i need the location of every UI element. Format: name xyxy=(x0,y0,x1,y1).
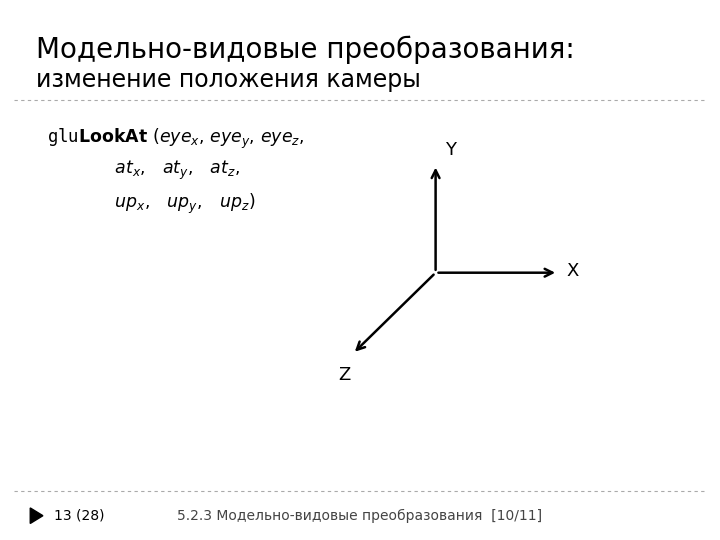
Text: Z: Z xyxy=(338,366,351,383)
Text: Модельно-видовые преобразования:: Модельно-видовые преобразования: xyxy=(36,35,575,64)
Text: изменение положения камеры: изменение положения камеры xyxy=(36,68,421,91)
Text: Y: Y xyxy=(445,141,456,159)
Polygon shape xyxy=(30,508,43,523)
Text: 5.2.3 Модельно-видовые преобразования  [10/11]: 5.2.3 Модельно-видовые преобразования [1… xyxy=(177,509,543,523)
Text: $\quad\quad\quad\quad\mathit{at}_x\mathit{,}\ \ \ \mathit{at}_y\mathit{,}\ \ \ \: $\quad\quad\quad\quad\mathit{at}_x\mathi… xyxy=(47,159,240,183)
Text: $\mathtt{glu\mathbf{LookAt}}\ \mathit{(eye}_x\mathit{,}\ \mathit{eye}_y\mathit{,: $\mathtt{glu\mathbf{LookAt}}\ \mathit{(e… xyxy=(47,127,304,151)
Text: 13 (28): 13 (28) xyxy=(54,509,104,523)
Text: $\quad\quad\quad\quad\mathit{up}_x\mathit{,}\ \ \ \mathit{up}_y\mathit{,}\ \ \ \: $\quad\quad\quad\quad\mathit{up}_x\mathi… xyxy=(47,192,255,216)
Text: X: X xyxy=(567,262,579,280)
